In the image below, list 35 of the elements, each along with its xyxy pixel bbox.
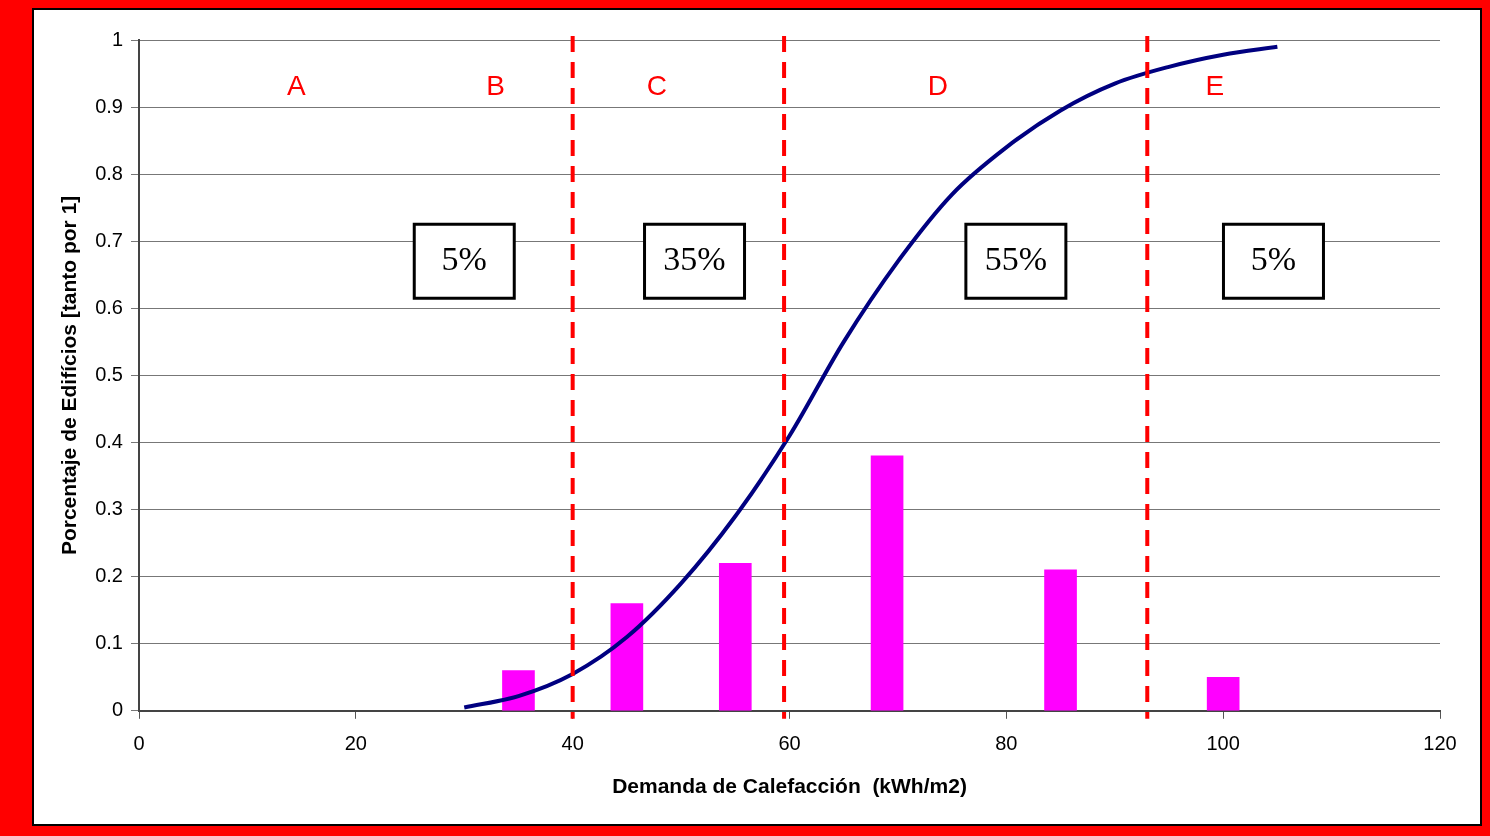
y-tick-label: 0.8 bbox=[95, 161, 123, 184]
bar bbox=[1044, 569, 1077, 711]
annotation: E bbox=[1205, 69, 1225, 101]
annotation: C bbox=[646, 69, 667, 101]
annotation: 55% bbox=[984, 240, 1048, 278]
x-tick-label: 60 bbox=[778, 732, 801, 755]
y-tick-label: 0 bbox=[111, 698, 123, 721]
x-tick-label: 120 bbox=[1423, 732, 1457, 755]
y-axis-title: Porcentaje de Edifícios [tanto por 1] bbox=[57, 195, 81, 556]
x-tick-label: 80 bbox=[995, 732, 1018, 755]
bar bbox=[610, 603, 644, 711]
annotation: A bbox=[287, 69, 307, 101]
y-tick-label: 0.3 bbox=[95, 497, 123, 520]
x-tick-label: 40 bbox=[561, 732, 584, 755]
y-tick-label: 0.6 bbox=[95, 295, 123, 318]
annotation: 5% bbox=[1250, 240, 1297, 278]
annotation: B bbox=[486, 69, 505, 101]
annotation: 35% bbox=[663, 240, 726, 278]
x-tick-label: 20 bbox=[344, 732, 367, 755]
x-tick-label: 100 bbox=[1206, 732, 1240, 755]
x-axis-title: Demanda de Calefacción (kWh/m2) bbox=[612, 774, 967, 798]
annotation: 5% bbox=[441, 240, 487, 278]
y-tick-label: 0.7 bbox=[95, 228, 123, 251]
x-tick-label: 0 bbox=[133, 732, 145, 755]
y-tick-label: 0.5 bbox=[95, 362, 123, 385]
bar bbox=[718, 562, 752, 711]
y-tick-label: 1 bbox=[111, 27, 123, 50]
bar bbox=[870, 455, 904, 711]
y-tick-label: 0.2 bbox=[95, 564, 123, 587]
y-tick-label: 0.4 bbox=[95, 430, 123, 452]
bar bbox=[1206, 676, 1240, 711]
annotation: D bbox=[927, 69, 948, 101]
y-tick-label: 0.1 bbox=[95, 631, 123, 654]
bar bbox=[502, 670, 535, 711]
y-tick-label: 0.9 bbox=[95, 94, 123, 117]
